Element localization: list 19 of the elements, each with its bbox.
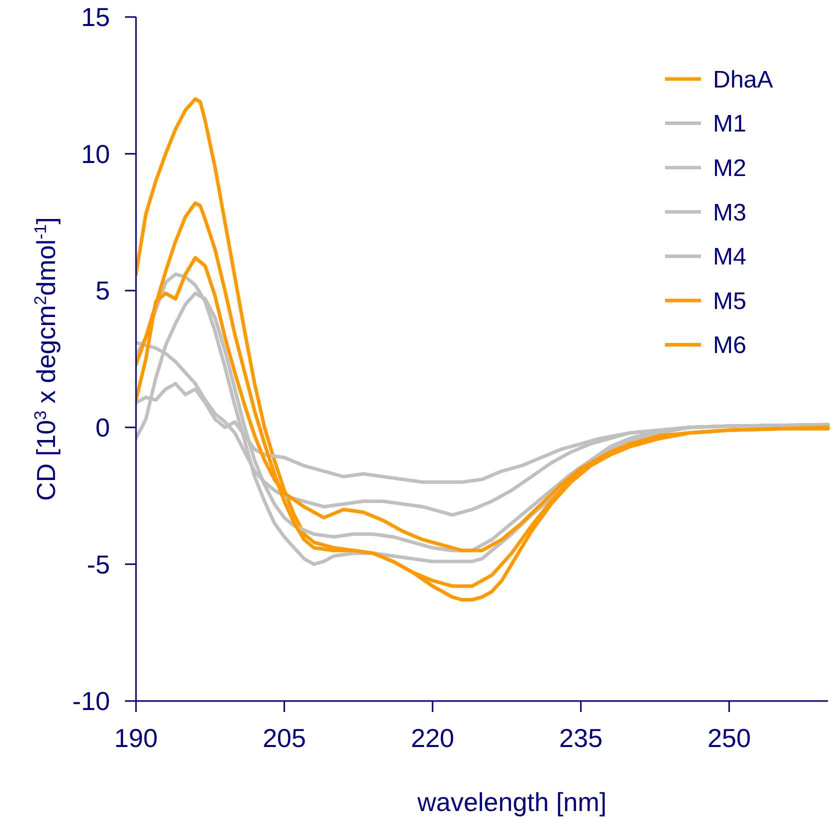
legend-label: M1	[713, 110, 746, 138]
y-tick-label: 10	[81, 138, 110, 169]
legend-label: M5	[713, 288, 746, 315]
legend-label: M4	[713, 244, 746, 271]
legend-label: DhaA	[713, 66, 774, 94]
x-tick-label: 250	[707, 723, 751, 753]
y-tick-label: 15	[81, 2, 110, 32]
legend-label: M6	[713, 332, 746, 360]
legend-label: M3	[713, 199, 746, 226]
legend-label: M2	[713, 155, 746, 182]
y-tick-label: -10	[72, 686, 110, 716]
y-tick-label: -5	[86, 549, 110, 580]
x-tick-label: 235	[559, 723, 603, 753]
x-tick-label: 205	[262, 723, 306, 753]
x-tick-label: 220	[410, 723, 454, 753]
x-tick-label: 190	[114, 723, 158, 753]
y-tick-label: 5	[96, 276, 110, 306]
y-tick-label: 0	[96, 412, 110, 442]
x-axis-title: wavelength [nm]	[416, 787, 607, 817]
